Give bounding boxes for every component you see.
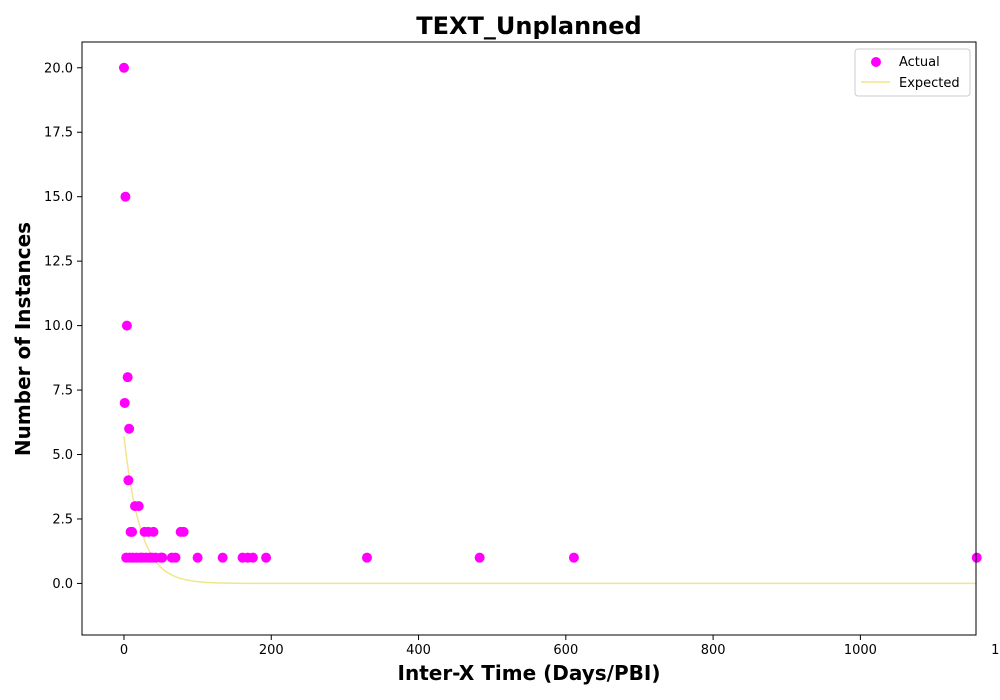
actual-point [119,63,129,73]
y-tick-label: 0.0 [52,577,73,592]
plot-area [82,42,982,635]
y-tick-label: 2.5 [52,512,73,527]
actual-point [122,321,132,331]
x-tick-label: 600 [553,643,578,658]
actual-series [119,63,982,563]
y-axis-label: Number of Instances [11,222,35,456]
actual-point [157,553,167,563]
legend: Actual Expected [855,49,970,96]
actual-point [134,501,144,511]
legend-actual-label: Actual [899,55,940,70]
y-tick-label: 12.5 [44,255,73,270]
y-axis: 0.0 2.5 5.0 7.5 10.0 12.5 15.0 17.5 20.0 [44,61,82,592]
x-tick-label: 1200 [991,643,1000,658]
plot-frame [82,42,976,635]
actual-point [475,553,485,563]
y-tick-label: 7.5 [52,384,73,399]
actual-point [120,398,130,408]
x-tick-label: 0 [120,643,128,658]
chart-title: TEXT_Unplanned [416,12,641,40]
actual-point [261,553,271,563]
x-tick-label: 400 [406,643,431,658]
actual-point [123,372,133,382]
legend-actual-marker [871,57,881,67]
x-tick-label: 1000 [844,643,877,658]
actual-point [123,475,133,485]
y-tick-label: 17.5 [44,126,73,141]
actual-point [362,553,372,563]
x-axis: 0 200 400 600 800 1000 1200 [120,635,1000,658]
actual-point [218,553,228,563]
actual-point [972,553,982,563]
actual-point [193,553,203,563]
x-axis-label: Inter-X Time (Days/PBI) [398,661,661,685]
y-tick-label: 20.0 [44,61,73,76]
actual-point [120,192,130,202]
x-tick-label: 800 [701,643,726,658]
actual-point [148,527,158,537]
y-tick-label: 15.0 [44,190,73,205]
actual-point [127,527,137,537]
actual-point [569,553,579,563]
actual-point [248,553,258,563]
actual-point [179,527,189,537]
legend-expected-label: Expected [899,76,960,91]
actual-point [124,424,134,434]
actual-point [171,553,181,563]
x-tick-label: 200 [259,643,284,658]
y-tick-label: 10.0 [44,319,73,334]
y-tick-label: 5.0 [52,448,73,463]
